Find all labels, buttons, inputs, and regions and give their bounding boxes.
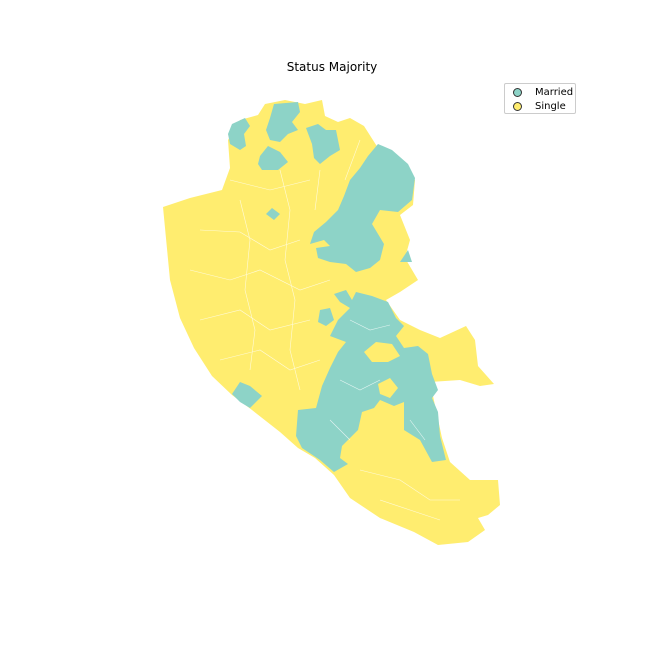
married-area-north-pocket <box>258 146 288 170</box>
married-area-north <box>266 102 300 142</box>
ward-boundaries <box>189 139 460 521</box>
married-area-northwest <box>228 118 250 150</box>
single-majority-enclaves <box>364 342 400 398</box>
married-area-small <box>266 208 280 220</box>
legend-label-single: Single <box>535 100 566 112</box>
married-marker-icon <box>513 87 522 97</box>
married-majority-regions <box>228 102 446 472</box>
legend-item-single: Single <box>513 99 566 113</box>
married-area-east-fragment <box>400 250 412 262</box>
single-marker-icon <box>513 101 522 111</box>
married-area-central <box>296 290 446 472</box>
married-area-west-pocket <box>318 308 334 326</box>
single-enclave-south <box>378 378 398 398</box>
married-area-northeast <box>306 124 340 164</box>
legend-label-married: Married <box>535 86 574 98</box>
map-title: Status Majority <box>286 60 378 74</box>
married-area-southwest <box>232 382 262 408</box>
married-area-east-corridor <box>310 144 415 272</box>
single-enclave-central <box>364 342 400 362</box>
single-majority-region <box>163 100 500 545</box>
legend: Married Single <box>504 83 576 114</box>
legend-item-married: Married <box>513 85 573 99</box>
